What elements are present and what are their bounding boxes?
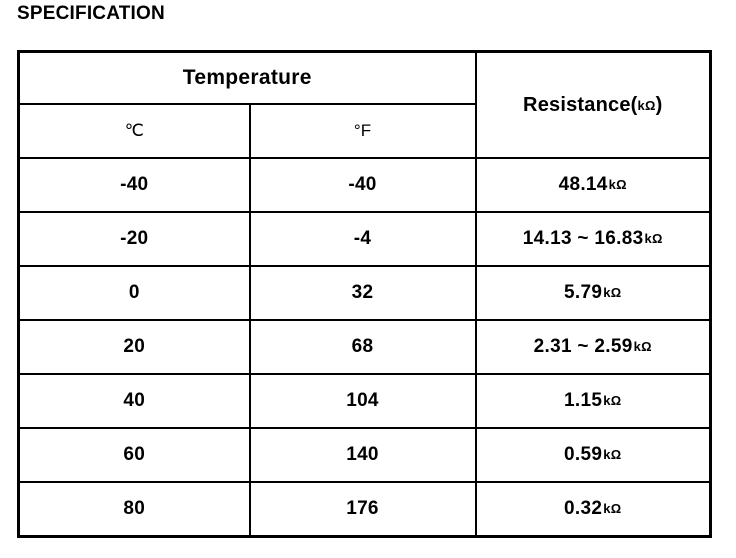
cell-celsius: 40 bbox=[17, 373, 251, 429]
table-row: 20 68 2.31 ~ 2.59kΩ bbox=[17, 319, 712, 375]
header-resistance-paren: ) bbox=[655, 93, 663, 116]
cell-resistance-unit: kΩ bbox=[633, 339, 652, 354]
cell-resistance: 1.15kΩ bbox=[474, 373, 712, 429]
header-resistance: Resistance(kΩ) bbox=[474, 50, 712, 159]
cell-fahrenheit: -4 bbox=[248, 211, 477, 267]
cell-resistance-value: 48.14 bbox=[558, 174, 608, 195]
cell-resistance-value: 14.13 ~ 16.83 bbox=[522, 228, 644, 249]
cell-resistance: 5.79kΩ bbox=[474, 265, 712, 321]
cell-resistance-unit: kΩ bbox=[603, 393, 622, 408]
header-fahrenheit-unit: °F bbox=[248, 103, 477, 159]
cell-resistance: 0.59kΩ bbox=[474, 427, 712, 483]
cell-celsius: 20 bbox=[17, 319, 251, 375]
table-header-row-units: ℃ °F bbox=[17, 103, 711, 159]
cell-celsius: -40 bbox=[17, 157, 251, 213]
header-resistance-label: Resistance( bbox=[523, 93, 638, 116]
cell-resistance-unit: kΩ bbox=[644, 231, 663, 246]
table-row: 40 104 1.15kΩ bbox=[17, 373, 712, 429]
cell-resistance-unit: kΩ bbox=[608, 177, 627, 192]
cell-celsius: -20 bbox=[17, 211, 251, 267]
cell-resistance-value: 5.79 bbox=[564, 282, 603, 303]
cell-resistance: 48.14kΩ bbox=[474, 157, 712, 213]
cell-resistance-unit: kΩ bbox=[603, 447, 622, 462]
table-header-row-group: Temperature Resistance(kΩ) bbox=[17, 50, 712, 159]
header-celsius-unit: ℃ bbox=[17, 103, 251, 159]
cell-resistance-value: 0.32 bbox=[564, 498, 603, 519]
cell-celsius: 80 bbox=[17, 481, 251, 538]
cell-resistance-value: 2.31 ~ 2.59 bbox=[533, 336, 633, 357]
table-row: 80 176 0.32kΩ bbox=[17, 481, 712, 538]
cell-fahrenheit: -40 bbox=[248, 157, 477, 213]
cell-resistance: 0.32kΩ bbox=[474, 481, 712, 538]
cell-resistance-value: 0.59 bbox=[564, 444, 603, 465]
cell-celsius: 60 bbox=[17, 427, 251, 483]
table-row: -40 -40 48.14kΩ bbox=[17, 157, 712, 213]
cell-resistance-unit: kΩ bbox=[603, 501, 622, 516]
cell-fahrenheit: 104 bbox=[248, 373, 477, 429]
cell-resistance: 2.31 ~ 2.59kΩ bbox=[474, 319, 712, 375]
cell-fahrenheit: 68 bbox=[248, 319, 477, 375]
cell-fahrenheit: 32 bbox=[248, 265, 477, 321]
header-resistance-unit: kΩ bbox=[637, 97, 656, 113]
table-row: 0 32 5.79kΩ bbox=[17, 265, 712, 321]
header-temperature-group: Temperature bbox=[17, 50, 477, 105]
table-row: -20 -4 14.13 ~ 16.83kΩ bbox=[17, 211, 712, 267]
cell-resistance-unit: kΩ bbox=[603, 285, 622, 300]
cell-fahrenheit: 176 bbox=[248, 481, 477, 538]
cell-resistance-value: 1.15 bbox=[564, 390, 603, 411]
table-row: 60 140 0.59kΩ bbox=[17, 427, 712, 483]
page-title: SPECIFICATION bbox=[17, 3, 165, 24]
cell-fahrenheit: 140 bbox=[248, 427, 477, 483]
cell-resistance: 14.13 ~ 16.83kΩ bbox=[474, 211, 712, 267]
specification-table: Temperature Resistance(kΩ) ℃ °F -40 -40 … bbox=[17, 50, 713, 538]
cell-celsius: 0 bbox=[17, 265, 251, 321]
